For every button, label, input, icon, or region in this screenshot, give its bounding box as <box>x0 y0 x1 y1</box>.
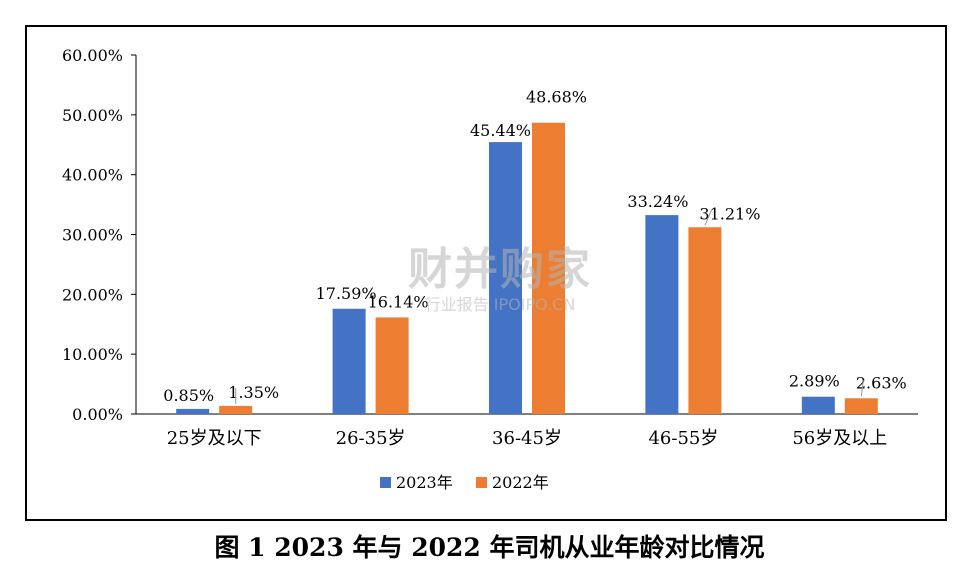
figure-caption: 图 1 2023 年与 2022 年司机从业年龄对比情况 <box>214 533 765 562</box>
y-tick-label: 50.00% <box>62 106 123 125</box>
chart-frame <box>25 25 947 521</box>
data-label: 17.59% <box>316 284 377 303</box>
data-label: 45.44% <box>470 121 531 140</box>
bar <box>332 308 366 414</box>
leader-line <box>704 209 713 226</box>
legend-label: 2023年 <box>396 473 453 492</box>
x-tick-label: 26-35岁 <box>336 428 406 449</box>
bar <box>645 215 679 414</box>
bar <box>688 227 722 414</box>
bar <box>844 398 878 414</box>
bar <box>801 396 835 414</box>
x-tick-label: 46-55岁 <box>648 428 718 449</box>
y-tick-label: 0.00% <box>72 405 123 424</box>
legend-swatch <box>380 477 391 488</box>
y-tick-label: 10.00% <box>62 345 123 364</box>
data-label: 1.35% <box>228 383 279 402</box>
data-label: 2.89% <box>789 372 840 391</box>
data-label: 33.24% <box>627 192 688 211</box>
x-tick-label: 36-45岁 <box>492 428 562 449</box>
bar <box>532 122 565 415</box>
y-tick-label: 30.00% <box>62 226 123 245</box>
data-label: 0.85% <box>163 386 214 405</box>
data-label: 2.63% <box>856 373 907 392</box>
data-label: 48.68% <box>526 88 587 107</box>
legend-label: 2022年 <box>492 473 549 492</box>
bar <box>375 317 409 414</box>
bar <box>219 405 253 414</box>
data-label: 16.14% <box>368 292 429 311</box>
bar <box>489 142 522 414</box>
bar <box>176 408 210 414</box>
leader-line <box>860 380 864 397</box>
y-tick-label: 40.00% <box>62 166 123 185</box>
x-tick-label: 56岁及以上 <box>792 428 887 449</box>
legend-swatch <box>476 477 487 488</box>
data-label: 31.21% <box>699 204 760 223</box>
x-tick-label: 25岁及以下 <box>167 428 262 449</box>
y-tick-label: 20.00% <box>62 285 123 304</box>
y-tick-label: 60.00% <box>62 46 123 65</box>
